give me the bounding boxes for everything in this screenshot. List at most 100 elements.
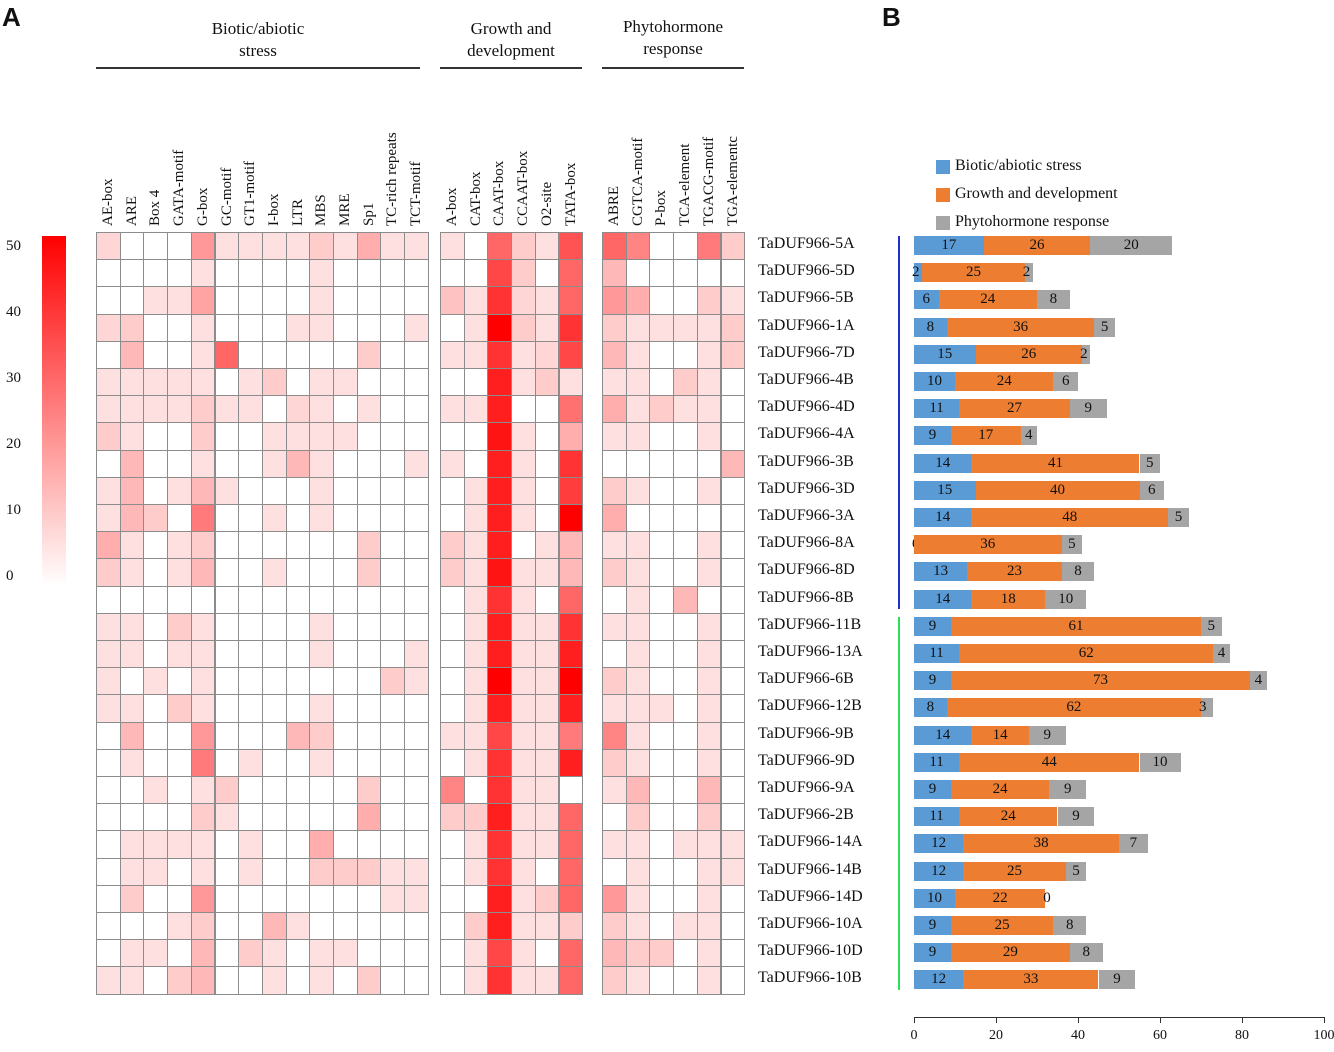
group-bracket	[602, 67, 744, 69]
heatmap-cell	[511, 368, 536, 397]
heatmap-cell	[356, 340, 382, 369]
heatmap-cell	[534, 884, 560, 913]
heatmap-cell	[720, 939, 746, 968]
heatmap-cell	[625, 558, 651, 587]
heatmap-cell	[534, 286, 560, 315]
color-scale-tick-label: 0	[6, 568, 14, 584]
heatmap-cell	[380, 612, 406, 641]
heatmap-cell	[333, 395, 358, 424]
heatmap-cell	[285, 939, 311, 968]
heatmap-cell	[696, 504, 722, 533]
heatmap-cell	[511, 667, 536, 696]
heatmap-cell	[625, 531, 651, 560]
heatmap-cell	[534, 422, 560, 451]
heatmap-cell	[673, 640, 698, 669]
gene-label: TaDUF966-14B	[758, 860, 862, 878]
heatmap-cell	[214, 748, 240, 777]
heatmap-cell	[720, 368, 746, 397]
heatmap-cell	[404, 504, 429, 533]
gene-label: TaDUF966-10D	[758, 942, 863, 960]
heatmap-cell	[487, 803, 513, 832]
heatmap-cell	[309, 313, 334, 342]
heatmap-cell	[720, 504, 746, 533]
bar-value-label: 44	[1041, 753, 1057, 770]
heatmap-cell	[214, 857, 240, 886]
bar-segment	[914, 943, 951, 963]
bar-value-label: 9	[1113, 971, 1121, 988]
heatmap-cell	[96, 286, 121, 315]
bar-value-label: 3	[1199, 699, 1207, 716]
heatmap-cell	[96, 313, 121, 342]
heatmap-cell	[673, 803, 698, 832]
heatmap-cell	[404, 313, 429, 342]
heatmap-cell	[261, 776, 287, 805]
bar-segment	[914, 453, 972, 473]
heatmap-cell	[119, 286, 145, 315]
heatmap-cell	[380, 667, 406, 696]
heatmap-cell	[720, 313, 746, 342]
heatmap-cell	[190, 884, 216, 913]
heatmap-cell	[463, 558, 489, 587]
heatmap-cell	[625, 585, 651, 614]
heatmap-cell	[96, 694, 121, 723]
heatmap-cell	[238, 422, 263, 451]
heatmap-cell	[214, 313, 240, 342]
heatmap-cell	[558, 286, 584, 315]
heatmap-cell	[511, 504, 536, 533]
heatmap-cell	[440, 776, 465, 805]
heatmap-cell	[625, 476, 651, 505]
bar-segment	[914, 861, 964, 881]
heatmap-cell	[285, 368, 311, 397]
heatmap-cell	[143, 286, 169, 315]
heatmap-cell	[558, 830, 584, 859]
bar-segment	[946, 698, 1201, 718]
gene-label: TaDUF966-5B	[758, 289, 854, 307]
heatmap-cell	[720, 531, 746, 560]
heatmap-cell	[119, 504, 145, 533]
heatmap-cell	[440, 422, 465, 451]
bar-segment	[975, 480, 1140, 500]
heatmap-cell	[190, 830, 216, 859]
heatmap-cell	[404, 803, 429, 832]
heatmap-cell	[309, 531, 334, 560]
heatmap-cell	[380, 694, 406, 723]
heatmap-cell	[720, 694, 746, 723]
heatmap-cell	[238, 585, 263, 614]
heatmap-cell	[487, 585, 513, 614]
bar-segment	[1094, 317, 1115, 337]
heatmap-cell	[463, 803, 489, 832]
bar-segment	[914, 916, 951, 935]
heatmap-cell	[673, 694, 698, 723]
bar-value-label: 15	[937, 481, 953, 498]
bar-value-label: 14	[935, 590, 951, 607]
heatmap-cell	[463, 422, 489, 451]
heatmap-cell	[558, 640, 584, 669]
heatmap-cell	[625, 504, 651, 533]
heatmap-cell	[167, 939, 192, 968]
heatmap-cell	[673, 721, 698, 750]
heatmap-cell	[96, 476, 121, 505]
heatmap-cell	[649, 476, 675, 505]
heatmap-cell	[649, 504, 675, 533]
x-tick	[996, 1017, 997, 1023]
heatmap-cell	[119, 313, 145, 342]
heatmap-cell	[720, 640, 746, 669]
heatmap-cell	[167, 803, 192, 832]
heatmap-cell	[625, 803, 651, 832]
heatmap-cell	[261, 313, 287, 342]
bar-segment	[914, 317, 947, 337]
heatmap-cell	[380, 313, 406, 342]
bar-value-label: 9	[1084, 400, 1093, 417]
heatmap-cell	[333, 884, 358, 913]
heatmap-cell	[440, 830, 465, 859]
heatmap-cell	[649, 368, 675, 397]
heatmap-cell	[673, 395, 698, 424]
heatmap-cell	[720, 748, 746, 777]
heatmap-cell	[143, 721, 169, 750]
bar-value-label: 13	[933, 563, 949, 580]
bar-segment	[1082, 344, 1091, 364]
heatmap-cell	[463, 449, 489, 478]
heatmap-cell	[534, 830, 560, 859]
heatmap-cell	[119, 368, 145, 397]
gene-label: TaDUF966-14A	[758, 833, 863, 851]
